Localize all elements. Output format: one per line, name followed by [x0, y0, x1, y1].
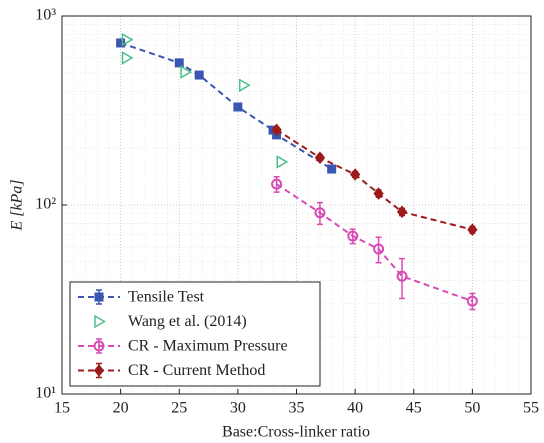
marker: [314, 207, 326, 219]
marker: [121, 32, 134, 47]
plot-frame: [61, 15, 532, 395]
legend-marker: [94, 292, 104, 302]
legend-marker: [93, 364, 105, 377]
legend-label: Wang et al. (2014): [128, 313, 247, 330]
x-tick-label: 25: [171, 400, 187, 417]
x-axis-label: Base:Cross-linker ratio: [222, 424, 370, 441]
marker: [396, 205, 408, 219]
legend-marker: [94, 314, 106, 329]
error-bar: [399, 257, 406, 300]
marker: [467, 223, 478, 237]
x-tick-label: 20: [113, 400, 129, 417]
y-tick-label: 10²: [35, 196, 56, 213]
legend-marker: [93, 340, 105, 352]
marker: [174, 58, 184, 68]
marker: [238, 78, 251, 93]
marker: [276, 155, 289, 169]
marker: [194, 70, 204, 80]
marker: [327, 164, 337, 174]
marker: [373, 243, 385, 255]
marker: [373, 187, 384, 200]
x-tick-label: 40: [347, 400, 363, 417]
y-tick-label: 10¹: [35, 385, 56, 402]
legend-label: CR - Maximum Pressure: [128, 338, 288, 355]
marker: [349, 168, 361, 181]
y-tick-label: 10³: [35, 7, 56, 24]
legend-label: Tensile Test: [128, 289, 205, 306]
x-tick-label: 50: [464, 400, 480, 417]
marker: [121, 51, 134, 65]
legend-box: [69, 281, 321, 387]
marker: [180, 65, 193, 79]
x-tick-label: 55: [523, 400, 539, 417]
marker: [396, 270, 408, 282]
y-axis-label: E [kPa]: [9, 179, 26, 231]
series-line: [276, 128, 473, 231]
x-tick-label: 45: [406, 400, 422, 417]
x-tick-label: 15: [54, 400, 70, 417]
marker: [116, 38, 126, 48]
error-bar: [316, 201, 323, 226]
x-tick-label: 35: [289, 400, 305, 417]
marker: [271, 123, 282, 137]
marker: [314, 151, 326, 164]
x-tick-label: 30: [230, 400, 246, 417]
series-line: [276, 183, 473, 303]
marker: [347, 230, 359, 242]
error-bar: [375, 236, 382, 264]
marker: [233, 102, 243, 112]
marker: [466, 295, 478, 307]
marker: [271, 178, 283, 190]
legend-label: CR - Current Method: [128, 362, 265, 379]
